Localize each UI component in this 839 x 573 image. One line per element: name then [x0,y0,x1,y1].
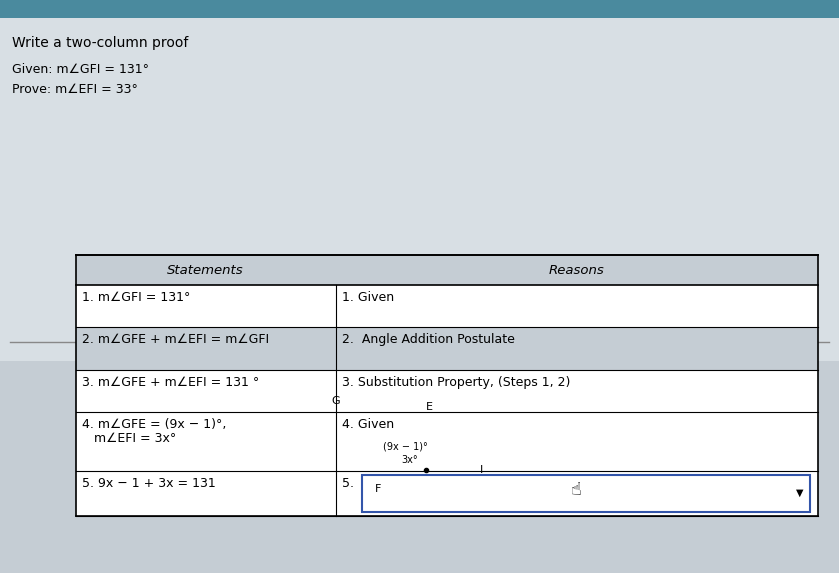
Text: (9x − 1)°: (9x − 1)° [383,442,428,452]
Text: 2.  Angle Addition Postulate: 2. Angle Addition Postulate [341,333,514,346]
Text: 3. m∠GFE + m∠EFI = 131 °: 3. m∠GFE + m∠EFI = 131 ° [81,376,258,388]
Bar [0,361,839,573]
Text: Prove: m∠EFI = 33°: Prove: m∠EFI = 33° [12,83,138,96]
Text: Reasons: Reasons [549,264,605,277]
Bar [362,474,810,512]
Text: 1. Given: 1. Given [341,291,393,304]
Text: 3x°: 3x° [402,456,419,465]
Text: ☝: ☝ [571,481,581,499]
Text: 3. Substitution Property, (Steps 1, 2): 3. Substitution Property, (Steps 1, 2) [341,376,570,388]
Bar [0,0,839,18]
Text: Given: m∠GFI = 131°: Given: m∠GFI = 131° [12,63,149,76]
Bar [76,285,818,327]
Text: 4. Given: 4. Given [341,418,393,431]
Bar [76,470,818,516]
Bar [0,18,839,361]
Text: Write a two-column proof: Write a two-column proof [12,36,189,50]
Bar [76,255,818,285]
Text: Statements: Statements [167,264,244,277]
Text: 5.: 5. [341,477,353,490]
Text: 5. 9x − 1 + 3x = 131: 5. 9x − 1 + 3x = 131 [81,477,216,490]
Bar [76,327,818,370]
Text: I: I [480,465,483,475]
Text: m∠EFI = 3x°: m∠EFI = 3x° [81,432,175,445]
Text: 2. m∠GFE + m∠EFI = m∠GFI: 2. m∠GFE + m∠EFI = m∠GFI [81,333,268,346]
Text: 4. m∠GFE = (9x − 1)°,: 4. m∠GFE = (9x − 1)°, [81,418,226,431]
Bar [76,412,818,470]
Text: ▼: ▼ [796,488,804,498]
Text: 1. m∠GFI = 131°: 1. m∠GFI = 131° [81,291,190,304]
Text: G: G [331,396,340,406]
Text: E: E [426,402,433,412]
Bar [76,370,818,412]
Text: F: F [374,484,381,494]
